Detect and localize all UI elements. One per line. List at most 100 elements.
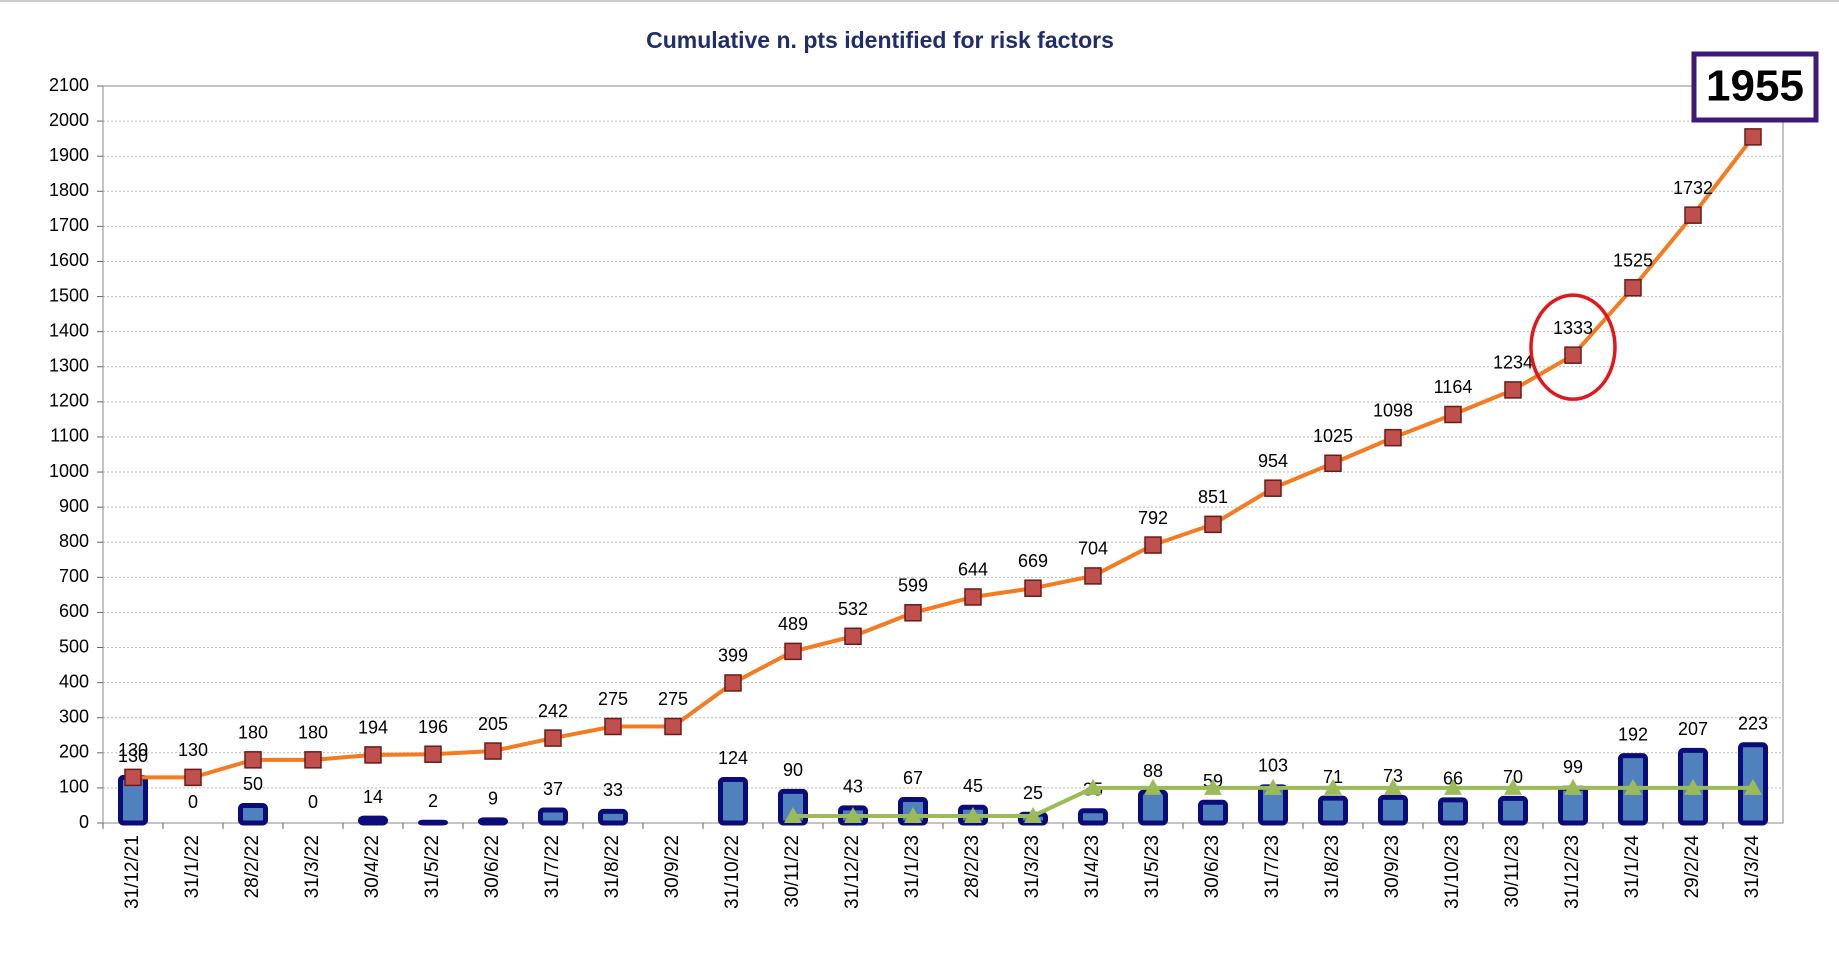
y-tick-label: 500 [59, 636, 89, 656]
marker [124, 768, 142, 787]
line-value-label: 792 [1138, 508, 1168, 528]
y-tick-label: 2100 [49, 75, 89, 95]
line-value-label: 489 [778, 614, 808, 634]
marker [1084, 778, 1102, 795]
x-tick-label: 30/11/22 [782, 835, 803, 908]
marker [964, 806, 982, 823]
marker [1024, 806, 1042, 823]
y-tick-label: 400 [59, 671, 89, 691]
y-tick-label: 800 [59, 531, 89, 551]
x-tick-label: 29/2/24 [1682, 835, 1703, 899]
x-tick-label: 30/4/22 [362, 835, 383, 898]
bar [238, 802, 268, 826]
marker [604, 717, 622, 736]
x-tick-label: 31/4/23 [1082, 835, 1103, 898]
bar [1438, 797, 1468, 826]
y-tick-label: 200 [59, 742, 89, 762]
line-value-label: 130 [178, 740, 208, 760]
marker [424, 745, 442, 763]
line-value-label: 704 [1078, 539, 1108, 559]
line-value-label: 196 [418, 717, 448, 737]
x-tick-label: 30/6/22 [482, 835, 503, 898]
y-tick-label: 1400 [49, 320, 89, 340]
marker [664, 717, 682, 736]
y-tick-label: 1300 [49, 356, 89, 376]
line-value-label: 599 [898, 576, 928, 596]
x-tick-label: 30/9/22 [662, 835, 683, 898]
x-tick-label: 31/7/22 [542, 835, 563, 898]
line-value-label: 1732 [1673, 178, 1713, 198]
line-value-label: 194 [358, 718, 388, 738]
bar-value-label: 67 [903, 768, 923, 788]
y-tick-label: 1500 [49, 285, 89, 305]
bar-value-label: 50 [243, 774, 263, 794]
bar-value-label: 130 [118, 746, 148, 766]
y-tick-label: 1800 [49, 180, 89, 200]
bar-value-label: 88 [1143, 761, 1163, 781]
marker [364, 746, 382, 764]
bar-value-label: 2 [428, 791, 438, 811]
marker [1084, 567, 1102, 585]
bar-value-label: 192 [1618, 724, 1648, 744]
bar-value-label: 43 [843, 777, 863, 797]
y-tick-label: 1700 [49, 215, 89, 235]
y-tick-label: 1200 [49, 391, 89, 411]
x-tick-label: 31/12/21 [122, 835, 143, 909]
line-value-label: 1525 [1613, 251, 1653, 271]
marker [1384, 778, 1402, 795]
bar-value-label: 0 [188, 792, 198, 812]
x-tick-label: 30/11/23 [1502, 835, 1523, 908]
marker [1264, 479, 1282, 497]
x-tick-label: 31/3/23 [1022, 835, 1043, 898]
marker [1564, 346, 1582, 364]
x-tick-label: 31/10/22 [722, 835, 743, 909]
bar-value-label: 66 [1443, 769, 1463, 789]
x-tick-label: 31/1/23 [902, 835, 923, 898]
marker [1444, 778, 1462, 795]
x-tick-label: 31/3/24 [1742, 835, 1763, 899]
x-tick-label: 31/12/23 [1562, 835, 1583, 909]
marker [724, 674, 742, 692]
line-value-label: 954 [1258, 451, 1288, 471]
highlight-circle [1529, 293, 1617, 401]
line-value-label: 1164 [1434, 377, 1473, 397]
bar [1138, 789, 1168, 826]
bar [418, 819, 448, 826]
bar-value-label: 90 [783, 760, 803, 780]
y-tick-label: 100 [59, 777, 89, 797]
x-tick-label: 31/1/24 [1622, 835, 1643, 899]
x-tick-label: 31/1/22 [182, 835, 203, 898]
line-value-label: 275 [598, 689, 628, 709]
y-tick-label: 2000 [49, 110, 89, 130]
bar-value-label: 99 [1563, 757, 1583, 777]
y-tick-label: 1100 [50, 426, 89, 446]
line-value-label: 275 [658, 689, 688, 709]
marker [1504, 778, 1522, 795]
marker [844, 627, 862, 646]
line [133, 135, 1755, 780]
marker [1744, 128, 1762, 146]
y-tick-label: 300 [59, 706, 89, 726]
marker [904, 604, 922, 622]
bar-value-label: 33 [603, 780, 623, 800]
marker [1144, 778, 1162, 795]
y-tick-label: 700 [59, 566, 89, 586]
marker [1264, 778, 1282, 795]
line-value-label: 532 [838, 599, 868, 619]
x-tick-label: 30/9/23 [1382, 835, 1403, 898]
bar [718, 776, 748, 826]
bar-value-label: 73 [1383, 766, 1403, 786]
bar [1378, 794, 1408, 826]
x-tick-label: 31/12/22 [842, 835, 863, 909]
bar-value-label: 0 [308, 792, 318, 812]
highlight-label: 1955 [1706, 62, 1804, 111]
bar-value-label: 25 [1023, 783, 1043, 803]
line-value-label: 242 [538, 701, 568, 721]
line-value-label: 399 [718, 646, 748, 666]
marker [1624, 279, 1642, 297]
marker [1024, 579, 1042, 597]
marker [1504, 381, 1522, 399]
bar-value-label: 207 [1678, 719, 1708, 739]
line-value-label: 851 [1198, 487, 1228, 507]
